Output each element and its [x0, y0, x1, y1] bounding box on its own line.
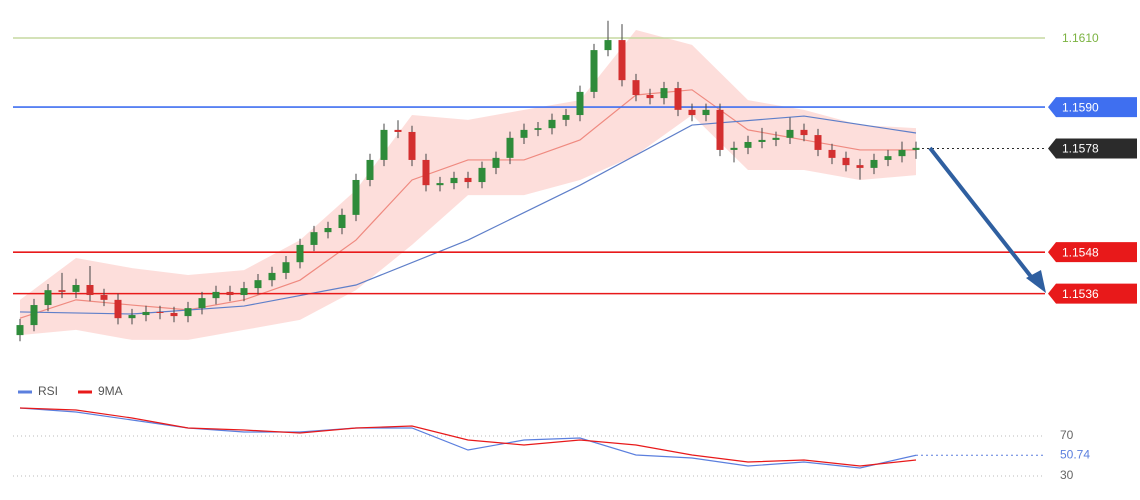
- candle-body: [576, 91, 584, 116]
- candle-body: [506, 137, 514, 158]
- candle-body: [16, 325, 24, 336]
- level-label: 1.1610: [1062, 31, 1099, 45]
- candle-body: [268, 272, 276, 281]
- candle-body: [212, 291, 220, 299]
- candle-body: [604, 40, 612, 51]
- candle-body: [282, 262, 290, 273]
- candle-body: [310, 232, 318, 245]
- candle-body: [352, 179, 360, 215]
- candle-body: [674, 88, 682, 110]
- candle-body: [156, 311, 164, 313]
- level-tag: [1048, 138, 1137, 159]
- candle-body: [338, 214, 346, 228]
- candle-body: [632, 80, 640, 95]
- candle-body: [464, 177, 472, 183]
- level-tag: [1048, 242, 1137, 263]
- candle-body: [254, 280, 262, 289]
- level-label: 1.1536: [1062, 287, 1099, 301]
- candle-body: [198, 298, 206, 309]
- candle-body: [548, 119, 556, 129]
- candle-body: [716, 109, 724, 150]
- candle-body: [394, 129, 402, 132]
- candle-body: [170, 312, 178, 317]
- candle-body: [408, 131, 416, 160]
- candle-body: [240, 288, 248, 296]
- candle-body: [366, 159, 374, 180]
- overlay-line: [19, 115, 917, 315]
- candle-body: [660, 88, 668, 99]
- legend-label: RSI: [38, 384, 58, 398]
- candle-body: [772, 137, 780, 140]
- candle-body: [800, 129, 808, 136]
- overlay-line: [19, 89, 916, 319]
- candle-body: [450, 177, 458, 184]
- candle-body: [828, 149, 836, 158]
- candle-body: [380, 129, 388, 160]
- candle-body: [58, 290, 66, 292]
- candle-body: [898, 149, 906, 157]
- forecast-arrow: [928, 146, 1038, 285]
- candle-body: [842, 157, 850, 166]
- candle-body: [688, 109, 696, 116]
- candle-body: [856, 165, 864, 168]
- candle-body: [758, 139, 766, 142]
- candle-body: [618, 40, 626, 81]
- candle-body: [422, 159, 430, 186]
- candle-body: [114, 299, 122, 319]
- candle-body: [534, 128, 542, 130]
- candle-body: [744, 141, 752, 148]
- candle-body: [128, 315, 136, 319]
- candle-body: [884, 156, 892, 160]
- candle-body: [478, 167, 486, 183]
- level-tag: [1048, 97, 1137, 118]
- legend-label: 9MA: [98, 384, 123, 398]
- candle-body: [296, 244, 304, 263]
- candle-body: [492, 157, 500, 168]
- candle-body: [72, 285, 80, 292]
- level-tag: [1048, 283, 1137, 304]
- candle-body: [324, 228, 332, 233]
- series-line: [19, 407, 917, 467]
- level-label: 1.1590: [1062, 100, 1099, 114]
- candle-body: [702, 109, 710, 116]
- candle-body: [814, 135, 822, 150]
- candle-body: [730, 147, 738, 150]
- candle-body: [142, 311, 150, 316]
- candle-body: [786, 129, 794, 138]
- candle-body: [100, 295, 108, 300]
- candle-body: [646, 95, 654, 99]
- forecast-arrow-head: [1026, 270, 1046, 293]
- candle-body: [562, 115, 570, 120]
- candle-body: [30, 305, 38, 326]
- candle-body: [590, 50, 598, 92]
- candle-body: [520, 129, 528, 138]
- candle-body: [226, 291, 234, 296]
- marker-label: 50.74: [1060, 447, 1090, 461]
- level-label: 1.1578: [1062, 142, 1099, 156]
- candle-body: [870, 159, 878, 168]
- series-line: [19, 407, 917, 469]
- candle-body: [436, 183, 444, 186]
- candle-body: [86, 285, 94, 296]
- candle-body: [912, 147, 920, 150]
- candle-body: [44, 290, 52, 306]
- y-tick-label: 30: [1060, 468, 1074, 482]
- level-label: 1.1548: [1062, 245, 1099, 259]
- candle-body: [184, 308, 192, 317]
- y-tick-label: 70: [1060, 428, 1074, 442]
